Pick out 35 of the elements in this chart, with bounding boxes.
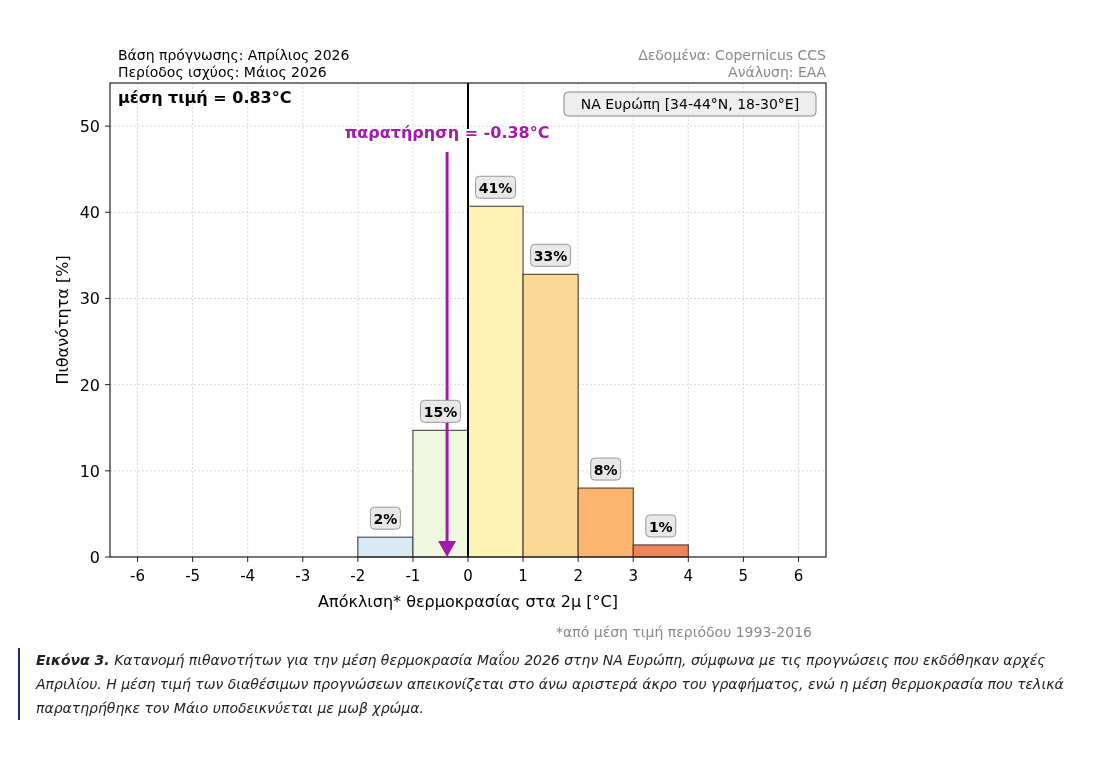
text: Δεδομένα: Copernicus CCS [638, 47, 827, 63]
y-tick-label: 30 [79, 289, 100, 309]
x-tick-label: -6 [130, 567, 146, 585]
y-axis-title: Πιθανότητα [%] [53, 255, 72, 385]
text: *από μέση τιμή περιόδου 1993-2016 [556, 624, 813, 640]
chart-title: Βάση πρόγνωσης: Απρίλιος 2026 [118, 47, 350, 63]
x-tick-label: -1 [405, 567, 421, 585]
x-tick-label: -2 [350, 567, 366, 585]
data-label: 8% [593, 462, 618, 479]
x-tick-label: -5 [185, 567, 201, 585]
x-axis-title: Απόκλιση* θερμοκρασίας στα 2μ [°C] [318, 592, 618, 611]
x-tick-label: 5 [738, 567, 749, 585]
x-tick-label: 2 [573, 567, 583, 585]
y-tick-label: 40 [79, 203, 100, 223]
annotation: ΝΑ Ευρώπη [34-44°N, 18-30°E] [580, 96, 800, 112]
data-label: 15% [423, 404, 458, 421]
chart-subtitle: Περίοδος ισχύος: Μάιος 2026 [118, 64, 327, 80]
y-tick-label: 10 [79, 461, 100, 481]
annotation: μέση τιμή = 0.83°C [118, 88, 292, 107]
x-tick-label: -4 [240, 567, 256, 585]
data-label: 41% [478, 180, 513, 197]
data-label: 2% [373, 511, 398, 528]
text: Ανάλυση: ΕΑΑ [728, 64, 827, 80]
text: Εικόνα 3. Κατανομή πιθανοτήτων για την μέση θερμοκρασία Μαΐου 2026 στην ΝΑ Ευρώπη, σύμφωνα με τις προγνώσεις που εκδόθηκαν αρχές Απριλίου. Η μέση τιμή των διαθέσιμων προγνώσεων απεικονίζεται στο άνω αριστερά άκρο του γραφήματος, ενώ η μέση θερμοκρασία που τελικά παρατηρήθηκε τον Μάιο υποδεικνύεται με μωβ χρώμα. [18, 648, 1086, 720]
x-tick-label: 6 [793, 567, 804, 585]
x-tick-label: 3 [628, 567, 638, 585]
data-label: 1% [648, 518, 673, 535]
y-tick-label: 20 [79, 375, 100, 395]
x-tick-label: 4 [683, 567, 694, 585]
x-tick-label: -3 [295, 567, 311, 585]
x-tick-label: 1 [518, 567, 528, 585]
y-tick-label: 0 [89, 548, 100, 567]
data-label: 33% [533, 248, 568, 265]
y-tick-label: 50 [79, 117, 100, 137]
x-tick-label: 0 [463, 567, 473, 585]
